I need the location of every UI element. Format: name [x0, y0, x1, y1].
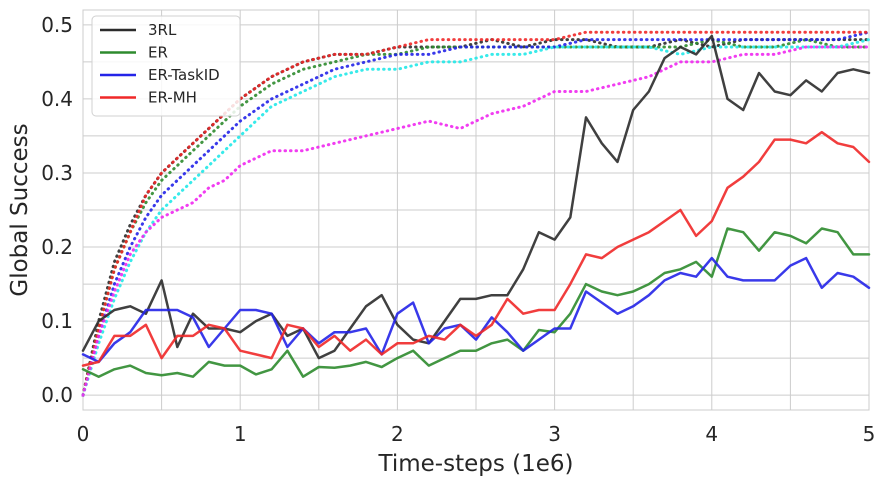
x-axis-label: Time-steps (1e6) — [378, 451, 574, 477]
x-tick-label: 1 — [234, 422, 247, 446]
legend-label: ER-MH — [148, 89, 197, 107]
legend-label: ER — [148, 44, 168, 62]
tick-labels: 0 1 2 3 4 5 0.0 0.1 0.2 0.3 0.4 0.5 — [41, 13, 875, 446]
x-tick-label: 3 — [548, 422, 561, 446]
series-line-magenta-dotted — [81, 45, 871, 397]
legend: 3RL ER ER-TaskID ER-MH — [91, 15, 241, 117]
x-tick-label: 4 — [705, 422, 718, 446]
legend-label: 3RL — [148, 21, 177, 39]
y-axis-label: Global Success — [7, 123, 33, 296]
series-line-er — [81, 227, 871, 378]
y-tick-label: 0.0 — [41, 383, 73, 407]
series-line-er-taskid — [81, 256, 871, 364]
y-tick-label: 0.2 — [41, 235, 73, 259]
y-tick-label: 0.5 — [41, 13, 73, 37]
series-line-er-mh — [81, 130, 871, 367]
y-tick-label: 0.1 — [41, 309, 73, 333]
legend-box — [91, 15, 241, 117]
series-line-cyan-dotted — [81, 38, 871, 397]
y-tick-label: 0.3 — [41, 161, 73, 185]
x-tick-label: 5 — [863, 422, 876, 446]
x-tick-label: 2 — [391, 422, 404, 446]
series-group — [81, 30, 871, 397]
y-tick-label: 0.4 — [41, 87, 73, 111]
series-line-3rl — [81, 34, 871, 360]
series-line-er-mh-dotted — [81, 30, 871, 397]
x-tick-label: 0 — [77, 422, 90, 446]
legend-label: ER-TaskID — [148, 66, 220, 84]
